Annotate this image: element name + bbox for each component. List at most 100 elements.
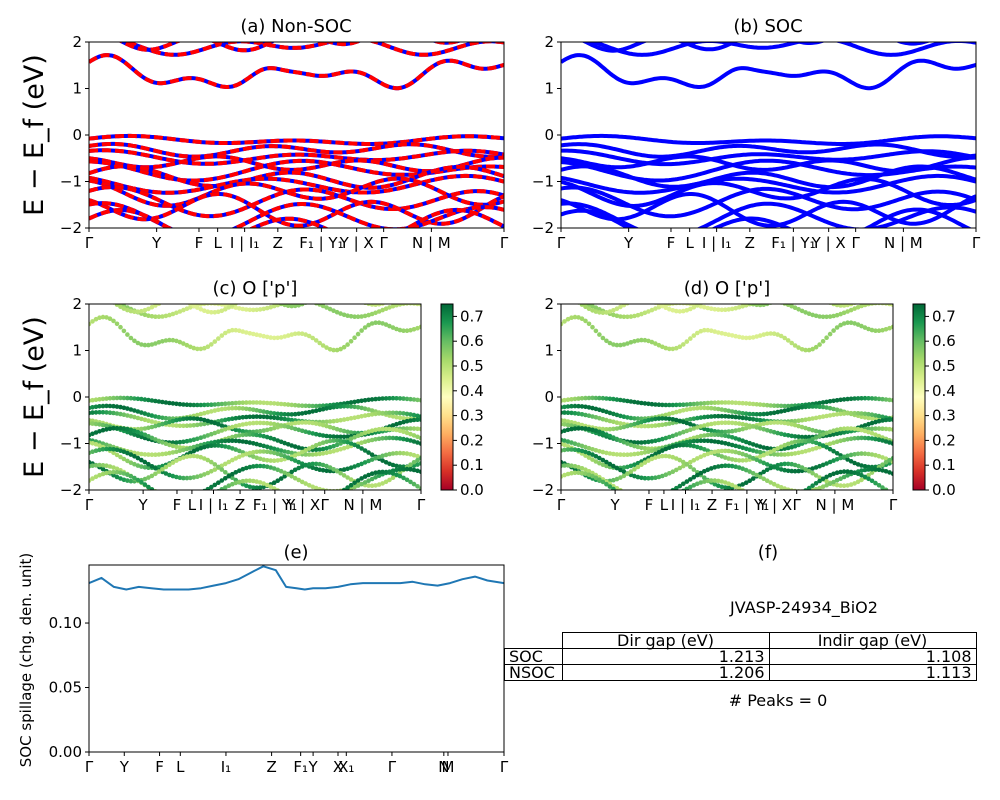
projected-point bbox=[320, 343, 326, 348]
projected-point bbox=[167, 450, 172, 456]
projected-point bbox=[376, 304, 382, 307]
projected-point bbox=[142, 312, 148, 318]
projected-point bbox=[163, 400, 169, 405]
projected-point bbox=[845, 469, 850, 474]
projected-point bbox=[642, 446, 648, 451]
projected-point bbox=[632, 440, 637, 445]
projected-point bbox=[869, 412, 875, 418]
x-tick-label: F bbox=[667, 234, 676, 252]
projected-point bbox=[614, 452, 620, 457]
projected-point bbox=[331, 448, 336, 454]
projected-point bbox=[356, 297, 361, 302]
projected-point bbox=[712, 406, 718, 411]
projected-point bbox=[93, 316, 99, 322]
projected-point bbox=[698, 401, 704, 406]
projected-point bbox=[629, 299, 634, 304]
projected-point bbox=[111, 447, 116, 452]
projected-point bbox=[635, 338, 641, 343]
projected-point bbox=[736, 334, 742, 340]
projected-point bbox=[226, 417, 232, 422]
projected-point bbox=[160, 467, 165, 472]
colorbar-tick-label: 0.1 bbox=[932, 456, 956, 474]
projected-point bbox=[719, 429, 725, 435]
projected-point bbox=[125, 426, 130, 432]
projected-point bbox=[820, 484, 826, 490]
projected-point bbox=[611, 463, 616, 469]
ylabel-middle: E − E_f (eV) bbox=[19, 316, 50, 478]
projected-point bbox=[257, 480, 263, 485]
projected-point bbox=[761, 421, 766, 427]
projected-point bbox=[810, 416, 815, 421]
projected-point bbox=[401, 475, 406, 481]
projected-point bbox=[230, 475, 235, 481]
projected-point bbox=[289, 304, 294, 309]
projected-point bbox=[251, 478, 256, 484]
projected-point bbox=[646, 476, 651, 481]
projected-point bbox=[820, 432, 826, 437]
projected-point bbox=[191, 402, 197, 408]
projected-point bbox=[838, 411, 843, 417]
projected-point bbox=[233, 470, 239, 475]
projected-point bbox=[845, 320, 850, 326]
projected-point bbox=[97, 422, 102, 427]
projected-point bbox=[282, 416, 288, 422]
projected-point bbox=[565, 427, 571, 433]
projected-point bbox=[404, 396, 410, 402]
projected-point bbox=[810, 404, 815, 409]
projected-point bbox=[771, 464, 777, 469]
projected-point bbox=[859, 435, 864, 441]
projected-point bbox=[268, 421, 274, 426]
projected-point bbox=[562, 397, 567, 403]
projected-point bbox=[334, 418, 340, 424]
projected-point bbox=[268, 458, 274, 463]
projected-point bbox=[838, 426, 843, 432]
projected-point bbox=[747, 423, 752, 429]
projected-point bbox=[600, 310, 606, 316]
projected-point bbox=[750, 476, 756, 481]
projected-point bbox=[827, 446, 833, 452]
projected-point bbox=[733, 436, 738, 441]
projected-point bbox=[747, 454, 752, 460]
projected-point bbox=[271, 304, 277, 309]
projected-point bbox=[607, 484, 613, 489]
projected-point bbox=[600, 426, 606, 432]
projected-point bbox=[100, 441, 106, 447]
projected-point bbox=[209, 310, 214, 315]
projected-point bbox=[562, 442, 567, 448]
projected-point bbox=[257, 428, 263, 434]
projected-point bbox=[338, 434, 343, 440]
projected-point bbox=[216, 443, 221, 448]
y-tick-label: 0 bbox=[72, 388, 82, 406]
projected-point bbox=[199, 491, 204, 496]
projected-point bbox=[733, 428, 738, 433]
projected-point bbox=[362, 325, 368, 330]
projected-point bbox=[181, 475, 186, 481]
projected-point bbox=[380, 307, 385, 313]
projected-point bbox=[341, 467, 347, 472]
projected-point bbox=[736, 410, 742, 416]
projected-point bbox=[230, 457, 235, 463]
projected-point bbox=[313, 461, 319, 467]
projected-point bbox=[775, 466, 780, 471]
projected-point bbox=[149, 314, 155, 319]
projected-point bbox=[135, 455, 141, 461]
projected-point bbox=[768, 429, 773, 434]
projected-point bbox=[772, 299, 777, 304]
projected-point bbox=[219, 467, 225, 472]
projected-point bbox=[264, 434, 270, 440]
projected-point bbox=[100, 410, 106, 415]
projected-point bbox=[677, 443, 683, 448]
projected-point bbox=[572, 411, 578, 416]
projected-point bbox=[285, 333, 291, 338]
projected-point bbox=[181, 402, 186, 407]
band-line-spin-up bbox=[89, 133, 504, 146]
projected-point bbox=[93, 404, 99, 410]
projected-point bbox=[688, 417, 693, 422]
projected-point bbox=[167, 472, 172, 478]
projected-point bbox=[261, 433, 267, 439]
projected-point bbox=[834, 407, 840, 413]
projected-point bbox=[733, 420, 738, 426]
projected-point bbox=[709, 450, 714, 456]
table-row: SOC 1.213 1.108 bbox=[504, 648, 977, 665]
projected-point bbox=[705, 327, 711, 333]
